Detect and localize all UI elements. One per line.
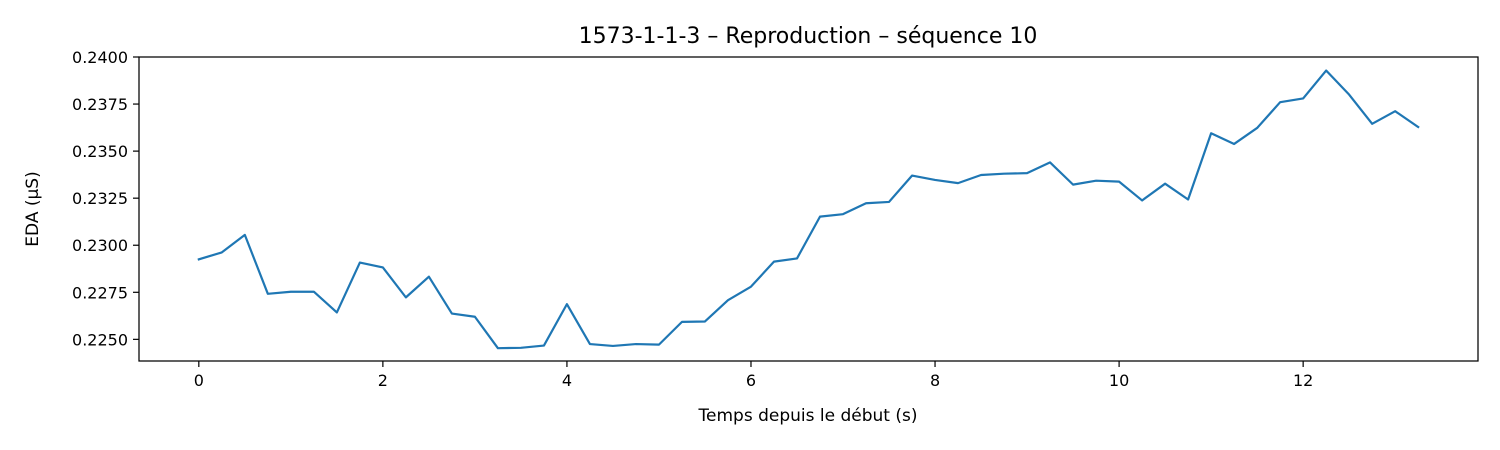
y-axis-label: EDA (µS): [23, 171, 43, 246]
y-tick-label: 0.2275: [72, 283, 128, 302]
y-tick-label: 0.2350: [72, 142, 128, 161]
y-tick-label: 0.2250: [72, 330, 128, 349]
plot-area: [197, 69, 1420, 350]
x-axis: 0 2 4 6 8 10 12: [194, 361, 1313, 390]
x-tick-label: 2: [378, 371, 388, 390]
x-tick-label: 6: [746, 371, 756, 390]
x-tick-label: 4: [562, 371, 572, 390]
x-tick-label: 12: [1293, 371, 1313, 390]
x-axis-label: Temps depuis le début (s): [698, 406, 918, 426]
y-tick-label: 0.2375: [72, 95, 128, 114]
y-axis: 0.2250 0.2275 0.2300 0.2325 0.2350 0.2375 0.24…: [72, 48, 139, 349]
axes-frame: [138, 56, 1479, 362]
y-tick-label: 0.2325: [72, 189, 128, 208]
x-tick-label: 8: [930, 371, 940, 390]
y-tick-label: 0.2400: [72, 48, 128, 67]
chart-title: 1573-1-1-3 – Reproduction – séquence 10: [579, 24, 1038, 49]
eda-series-line: [197, 69, 1420, 350]
x-tick-label: 0: [194, 371, 204, 390]
x-tick-label: 10: [1109, 371, 1129, 390]
y-tick-label: 0.2300: [72, 236, 128, 255]
